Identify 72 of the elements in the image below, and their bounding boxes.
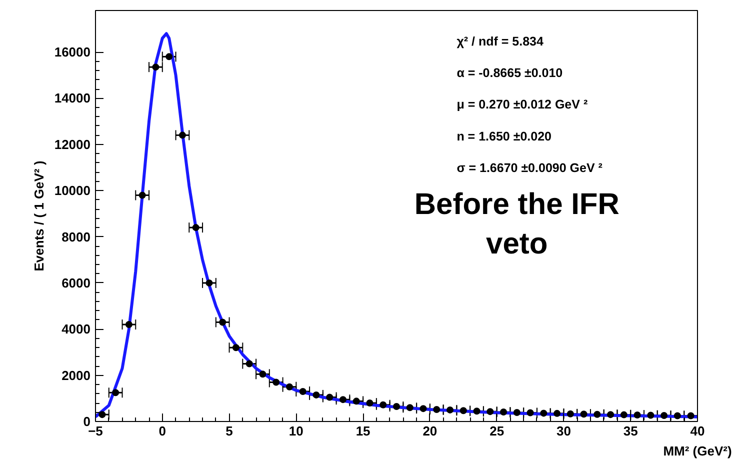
point bbox=[406, 404, 414, 412]
x-tick-label: 40 bbox=[690, 424, 705, 438]
point bbox=[272, 378, 280, 386]
point bbox=[674, 412, 681, 420]
x-tick-label: 20 bbox=[422, 424, 438, 438]
point bbox=[286, 383, 293, 390]
y-tick-label: 14000 bbox=[54, 90, 91, 106]
point bbox=[380, 401, 387, 408]
x-tick-label: 25 bbox=[490, 424, 504, 438]
point bbox=[446, 406, 454, 414]
y-tick-label: 12000 bbox=[54, 136, 91, 152]
point bbox=[526, 409, 534, 416]
annotation: n = 1.650 ±0.020 bbox=[456, 129, 552, 144]
line-series bbox=[96, 32, 698, 418]
point bbox=[473, 408, 480, 415]
x-tick-label: 35 bbox=[623, 424, 638, 438]
point bbox=[660, 412, 668, 419]
point bbox=[420, 405, 427, 412]
point bbox=[112, 389, 120, 396]
point bbox=[607, 411, 614, 418]
x-axis-title: MM² (GeV²) bbox=[663, 444, 732, 458]
point bbox=[178, 132, 186, 139]
point bbox=[259, 370, 266, 378]
annotation: μ = 0.270 ±0.012 GeV ² bbox=[456, 98, 588, 112]
point bbox=[312, 391, 320, 398]
point bbox=[554, 410, 561, 417]
point bbox=[152, 64, 160, 71]
point bbox=[299, 388, 306, 395]
point bbox=[366, 400, 374, 407]
y-tick-label: 0 bbox=[83, 414, 91, 429]
annotation: α = -0.8665 ±0.010 bbox=[456, 66, 563, 80]
x-tick-label: 15 bbox=[356, 424, 370, 438]
point bbox=[513, 409, 520, 416]
point bbox=[460, 407, 467, 414]
y-tick-label: 16000 bbox=[54, 44, 91, 60]
point bbox=[219, 318, 226, 326]
point bbox=[687, 412, 694, 420]
x-tick-label: 10 bbox=[288, 424, 304, 438]
y-tick-label: 10000 bbox=[54, 183, 91, 198]
point bbox=[393, 402, 400, 410]
point bbox=[500, 408, 508, 416]
point bbox=[540, 410, 548, 417]
point bbox=[566, 410, 574, 418]
annotation: σ = 1.6670 ±0.0090 GeV ² bbox=[456, 160, 602, 175]
y-tick-label: 2000 bbox=[62, 368, 90, 383]
y-axis-title: Events / ( 1 GeV² ) bbox=[31, 160, 46, 272]
x-tick-label: 30 bbox=[556, 424, 571, 438]
y-tick-label: 4000 bbox=[62, 322, 90, 337]
point bbox=[206, 279, 213, 286]
point bbox=[246, 360, 253, 368]
annotation: χ² / ndf = 5.834 bbox=[456, 34, 544, 48]
point bbox=[125, 321, 132, 328]
annotation: Before the IFR veto bbox=[414, 188, 620, 261]
point bbox=[138, 192, 146, 199]
point bbox=[594, 410, 601, 418]
x-tick-label: 0 bbox=[158, 424, 166, 438]
point bbox=[192, 224, 200, 232]
point bbox=[326, 394, 334, 401]
point bbox=[433, 406, 440, 413]
x-tick-label: 5 bbox=[226, 424, 233, 438]
point bbox=[486, 408, 494, 416]
y-tick-label: 8000 bbox=[62, 229, 90, 244]
point bbox=[580, 410, 588, 418]
point bbox=[232, 344, 240, 352]
point bbox=[166, 53, 173, 60]
point bbox=[647, 412, 654, 419]
point bbox=[620, 411, 628, 418]
point bbox=[634, 412, 641, 419]
point bbox=[98, 411, 106, 418]
point bbox=[339, 396, 346, 404]
point bbox=[352, 398, 360, 405]
y-tick-label: 6000 bbox=[62, 275, 90, 290]
